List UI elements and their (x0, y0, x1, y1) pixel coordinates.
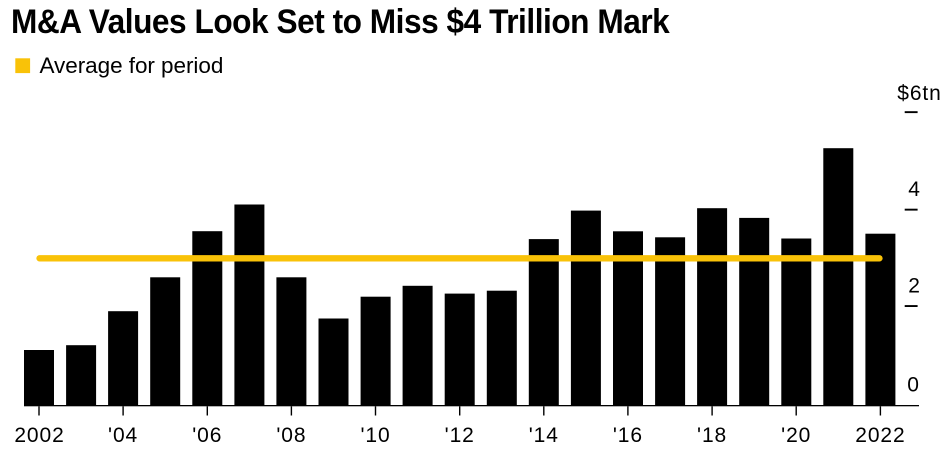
svg-text:'12: '12 (445, 424, 475, 447)
svg-text:$6tn: $6tn (897, 82, 941, 105)
svg-text:M&A Values Look Set to Miss $4: M&A Values Look Set to Miss $4 Trillion … (11, 2, 670, 40)
svg-text:'20: '20 (781, 424, 811, 447)
svg-text:0: 0 (907, 374, 920, 397)
svg-text:2: 2 (908, 274, 921, 297)
svg-text:'10: '10 (360, 424, 390, 447)
svg-text:'08: '08 (276, 424, 306, 447)
svg-text:'06: '06 (192, 424, 222, 447)
svg-text:'18: '18 (697, 424, 727, 447)
svg-text:Average for period: Average for period (40, 53, 224, 78)
svg-text:2002: 2002 (14, 424, 64, 447)
svg-text:4: 4 (908, 178, 921, 201)
svg-text:'04: '04 (108, 424, 138, 447)
svg-text:'14: '14 (529, 424, 559, 447)
svg-text:2022: 2022 (855, 424, 905, 447)
svg-text:'16: '16 (613, 424, 643, 447)
